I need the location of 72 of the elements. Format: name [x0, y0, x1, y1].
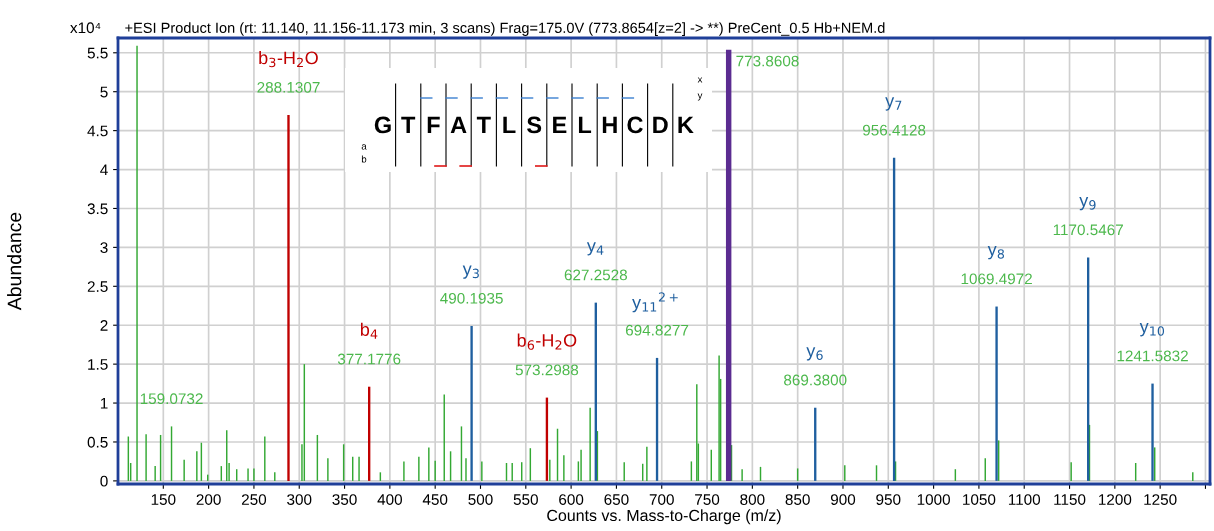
x-tick-label: 1100 — [1008, 494, 1041, 505]
x-tick-label: 450 — [422, 494, 448, 505]
y-tick-label: 0.5 — [87, 436, 108, 448]
x-tick-label: 1050 — [963, 494, 996, 505]
annotation: y$_{8}$ — [987, 246, 1005, 260]
x-tick-label: 1000 — [917, 494, 950, 505]
y-tick-label: 4 — [100, 164, 108, 176]
bar — [1151, 383, 1154, 481]
y-tick-label: 3.5 — [87, 203, 108, 215]
bar — [995, 306, 998, 481]
x-tick-label: 700 — [649, 494, 674, 505]
y-tick-label: 1 — [100, 398, 108, 409]
annotation: 1170.5467 — [1053, 224, 1123, 236]
x-tick-label: 150 — [151, 494, 176, 505]
annotation: b — [361, 155, 367, 163]
annotation: y$_{10}$ — [1139, 323, 1165, 337]
y-tick-label: 0 — [100, 475, 108, 487]
x-tick-label: 750 — [695, 494, 720, 505]
bar — [725, 49, 732, 481]
y-tick-label: 3 — [100, 242, 108, 254]
x-tick-label: 950 — [876, 494, 901, 505]
annotation: 377.1776 — [337, 353, 401, 365]
annotation: 288.1307 — [257, 81, 320, 93]
annotation: a — [361, 144, 367, 150]
x-tick-label: 400 — [377, 494, 403, 505]
annotation: y$_{9}$ — [1079, 197, 1096, 211]
x-tick-label: 500 — [468, 494, 493, 505]
annotation: 694.8277 — [625, 324, 689, 336]
annotation: y$_{6}$ — [806, 347, 823, 361]
annotation: y$_{3}$ — [462, 265, 479, 279]
y-tick-label: 5 — [100, 86, 108, 98]
annotation: 627.2528 — [564, 269, 628, 281]
x-tick-label: 900 — [830, 494, 856, 505]
x-tick-label: 600 — [559, 494, 584, 505]
x-tick-label: 850 — [785, 494, 810, 505]
annotation: b$_{3}$-H$_{2}$O — [259, 50, 318, 68]
y-tick-label: 5.5 — [87, 47, 108, 59]
annotation: y — [697, 93, 703, 101]
chart-title: +ESI Product Ion (rt: 11.140, 11.156-11.173 min, 3 scans) Frag=175.0V (773.8654[z=2] -> **) PreCent_0.5 Hb+NEM.d — [125, 22, 885, 36]
y-tick-label: 2 — [100, 320, 108, 331]
annotation: 869.3800 — [784, 374, 847, 386]
annotation: b$_{4}$ — [360, 322, 378, 339]
annotation: 956.4128 — [862, 124, 926, 136]
y-tick-label: 2.5 — [87, 281, 108, 292]
annotation: y$_{7}$ — [885, 97, 902, 111]
text: x10⁴ — [70, 22, 101, 34]
annotation: 1069.4972 — [961, 273, 1032, 285]
x-tick-label: 200 — [196, 494, 221, 505]
bar — [470, 325, 473, 481]
y-tick-label: 4.5 — [87, 125, 108, 137]
y-tick-label: 1.5 — [88, 359, 108, 370]
bar — [287, 115, 290, 481]
x-tick-label: 650 — [604, 494, 629, 505]
annotation: y$_{4}$ — [586, 242, 604, 256]
annotation: 490.1935 — [440, 292, 503, 304]
x-tick-label: 1200 — [1099, 494, 1132, 505]
x-tick-label: 250 — [241, 494, 267, 505]
annotation: y$_{11}$$^{2+}$ — [632, 292, 678, 313]
annotation: x — [697, 77, 703, 83]
x-axis-title: Counts vs. Mass-to-Charge (m/z) — [547, 509, 781, 525]
x-tick-label: 550 — [513, 494, 538, 505]
annotation: 573.2988 — [515, 364, 579, 376]
x-tick-label: 800 — [740, 494, 765, 505]
x-tick-label: 350 — [332, 494, 357, 505]
annotation: 159.0732 — [140, 393, 203, 405]
x-tick-label: 1250 — [1144, 494, 1177, 505]
x-tick-label: 300 — [287, 494, 312, 505]
x-tick-label: 1150 — [1054, 494, 1086, 505]
annotation: 1241.5832 — [1117, 350, 1188, 362]
annotation: b$_{6}$-H$_{2}$O — [517, 333, 577, 350]
annotation: 773.8608 — [736, 55, 799, 67]
y-axis-title: Abundance — [7, 212, 22, 311]
